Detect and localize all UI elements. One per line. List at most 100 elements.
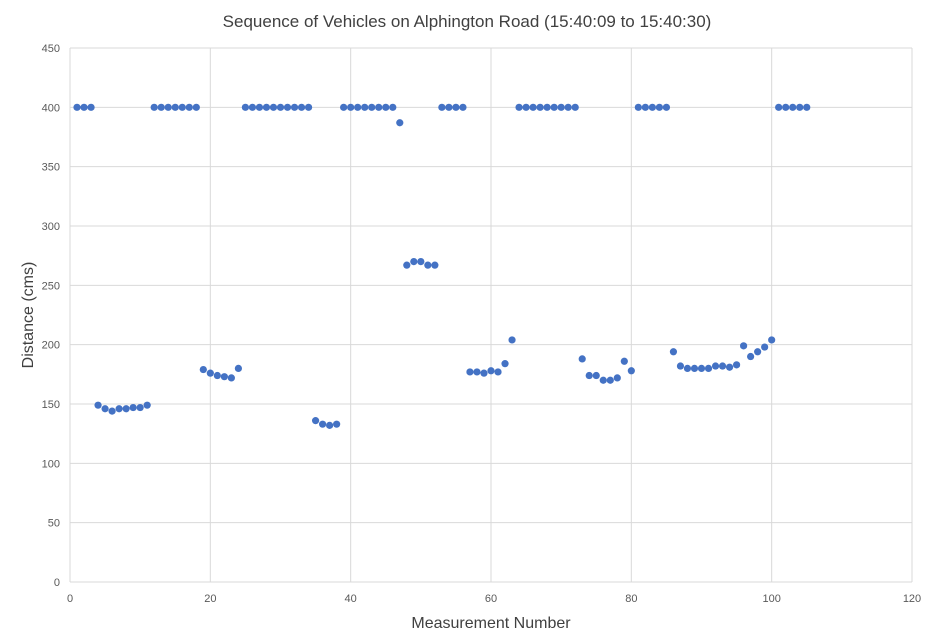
- data-point: [283, 103, 292, 111]
- y-tick-label: 400: [42, 102, 60, 114]
- data-point: [206, 369, 214, 377]
- data-point: [115, 405, 123, 413]
- data-point: [501, 360, 509, 368]
- data-point: [122, 405, 130, 413]
- data-point: [613, 374, 621, 382]
- data-point: [410, 258, 418, 266]
- data-point: [803, 103, 811, 111]
- data-point: [276, 103, 285, 111]
- data-point: [473, 368, 481, 376]
- data-point: [754, 348, 762, 356]
- data-point: [747, 352, 755, 361]
- data-point: [368, 103, 376, 111]
- data-point: [269, 103, 278, 111]
- x-tick-label: 0: [67, 593, 73, 605]
- data-point: [157, 103, 165, 111]
- data-point: [108, 407, 116, 415]
- data-point: [655, 103, 664, 111]
- data-point: [529, 103, 537, 111]
- data-point: [585, 371, 593, 380]
- data-point: [599, 376, 607, 384]
- y-tick-label: 250: [42, 280, 60, 292]
- data-point: [375, 103, 383, 111]
- data-point: [676, 362, 685, 370]
- data-point: [789, 103, 797, 111]
- data-point: [732, 361, 741, 369]
- data-point: [536, 103, 544, 111]
- y-tick-label: 300: [42, 221, 60, 233]
- y-tick-label: 350: [42, 162, 60, 174]
- x-tick-label: 80: [625, 593, 637, 605]
- data-point: [515, 103, 523, 111]
- data-point: [101, 405, 109, 413]
- x-axis-title: Measurement Number: [411, 615, 571, 632]
- y-tick-label: 200: [42, 340, 60, 352]
- data-point: [304, 103, 313, 111]
- data-point: [129, 403, 137, 412]
- data-point: [578, 355, 586, 363]
- data-point: [550, 103, 558, 111]
- y-tick-label: 50: [48, 518, 60, 530]
- data-point: [389, 103, 397, 111]
- data-point: [80, 103, 88, 111]
- data-point: [403, 261, 411, 269]
- chart-title: Sequence of Vehicles on Alphington Road …: [223, 12, 712, 31]
- data-point: [740, 342, 748, 350]
- data-point: [452, 103, 460, 111]
- data-point: [143, 401, 151, 409]
- data-point: [192, 103, 200, 111]
- y-axis-ticks: 0 50 100 150 200 250 300 350 400 450: [42, 43, 60, 589]
- data-point: [311, 417, 320, 425]
- data-point: [543, 103, 551, 111]
- data-point: [87, 103, 95, 111]
- data-point: [438, 103, 446, 111]
- data-point: [704, 364, 713, 372]
- data-point: [431, 261, 439, 269]
- data-point: [417, 258, 425, 266]
- gridlines: [69, 47, 913, 583]
- data-point: [564, 103, 572, 111]
- data-point: [382, 103, 390, 111]
- data-point: [199, 365, 207, 374]
- data-point: [641, 103, 649, 111]
- data-point: [354, 103, 362, 111]
- data-point: [94, 401, 102, 409]
- data-point: [136, 403, 144, 412]
- data-point: [683, 364, 692, 372]
- data-point: [697, 364, 706, 372]
- data-point: [445, 103, 453, 111]
- y-tick-label: 0: [54, 577, 60, 589]
- data-point: [459, 103, 467, 111]
- data-point: [782, 103, 790, 111]
- data-point: [557, 103, 565, 111]
- data-point: [606, 376, 614, 384]
- data-point: [424, 261, 432, 269]
- data-point: [522, 103, 530, 111]
- y-axis-title: Distance (cms): [20, 262, 37, 369]
- data-point: [592, 371, 600, 380]
- data-point: [297, 103, 306, 111]
- data-point: [73, 103, 81, 111]
- data-point: [711, 362, 720, 370]
- x-tick-label: 100: [762, 593, 780, 605]
- data-point: [571, 103, 579, 111]
- data-point: [220, 373, 228, 381]
- data-point: [768, 336, 776, 344]
- data-point: [480, 369, 488, 377]
- data-point: [718, 362, 727, 370]
- data-point: [361, 103, 369, 111]
- data-point: [213, 371, 221, 380]
- data-point: [775, 103, 783, 111]
- data-point: [627, 367, 635, 375]
- y-tick-label: 100: [42, 458, 60, 470]
- y-tick-label: 450: [42, 43, 60, 55]
- data-point: [171, 103, 179, 111]
- data-point: [333, 420, 341, 428]
- data-point: [761, 343, 769, 351]
- data-point: [347, 103, 355, 111]
- x-tick-label: 60: [485, 593, 497, 605]
- data-point: [508, 336, 516, 344]
- data-point: [150, 103, 158, 111]
- data-point: [494, 368, 502, 376]
